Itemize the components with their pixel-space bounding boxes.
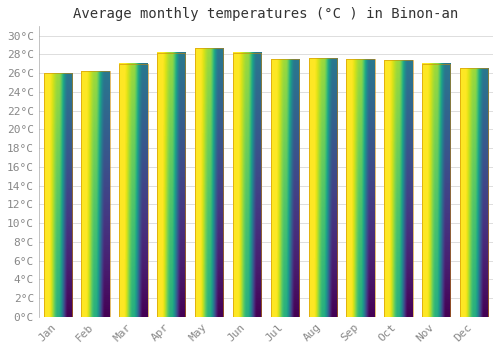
Bar (119, 64, 148, 317)
Bar (308, 58, 337, 317)
Bar (384, 60, 412, 317)
Bar (44, 73, 72, 317)
Bar (157, 52, 186, 317)
Bar (384, 60, 412, 317)
Bar (346, 59, 375, 317)
Bar (44, 73, 72, 317)
Title: Average monthly temperatures (°C ) in Binon-an: Average monthly temperatures (°C ) in Bi… (74, 7, 458, 21)
Bar (270, 59, 299, 317)
Bar (308, 58, 337, 317)
Bar (346, 59, 375, 317)
Bar (82, 71, 110, 317)
Bar (157, 52, 186, 317)
Bar (460, 69, 488, 317)
Bar (195, 48, 224, 317)
Bar (233, 52, 261, 317)
Bar (422, 64, 450, 317)
Bar (233, 52, 261, 317)
Bar (119, 64, 148, 317)
Bar (82, 71, 110, 317)
Bar (422, 64, 450, 317)
Bar (270, 59, 299, 317)
Bar (460, 69, 488, 317)
Bar (195, 48, 224, 317)
